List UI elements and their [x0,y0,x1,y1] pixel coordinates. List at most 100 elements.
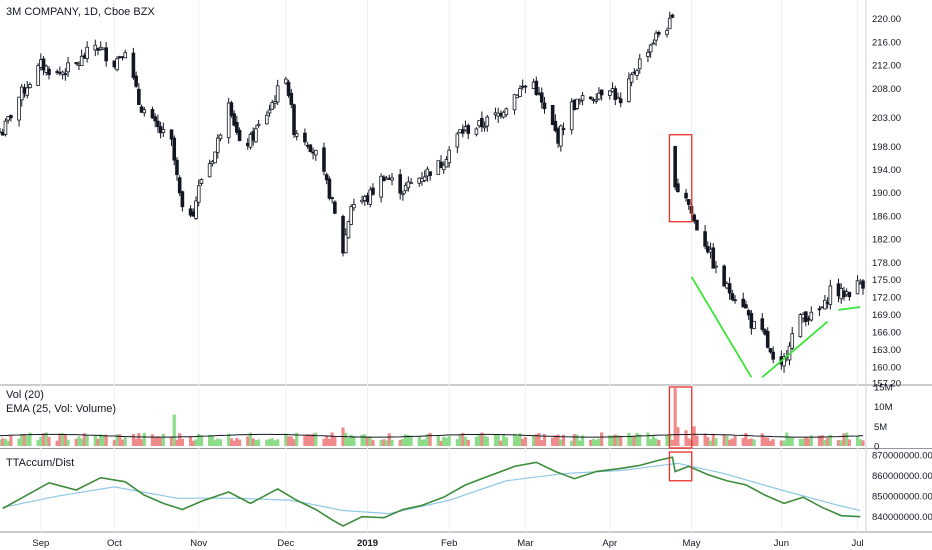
candle-body [594,99,599,102]
volume-bar [344,432,348,446]
candle-body [847,291,852,298]
candle-body [398,174,402,194]
candle-body [28,84,32,88]
volume-bar [96,438,100,446]
price-highlight-box [668,134,693,223]
volume-bar [782,440,786,446]
volume-bar [537,432,541,446]
candle-body [346,221,351,239]
volume-bar [809,435,813,446]
volume-bar [444,437,449,446]
volume-bar [191,440,195,446]
volume-bar [798,439,802,446]
price-tick-label: 182.00 [872,235,901,246]
candle-body [327,178,332,199]
volume-bar [169,436,174,446]
candle-body [798,314,803,338]
volume-bar [455,439,459,446]
price-tick-label: 178.00 [872,258,901,269]
candle-body [308,144,313,153]
volume-bar [654,438,658,446]
volume-bar [608,435,612,446]
candle-body [504,108,509,116]
volume-bar [632,436,636,446]
price-tick-label: 203.00 [872,113,901,124]
volume-bar [333,436,337,446]
candle-body [25,87,30,96]
candle-body [180,191,185,208]
volume-bar [25,436,29,446]
volume-bar [327,438,332,446]
volume-bar [199,435,204,446]
candle-body [542,102,547,110]
candle-body [749,313,754,329]
candle-body [115,58,119,71]
volume-bar [836,440,841,446]
candle-body [599,89,604,96]
volume-bar [118,434,122,446]
volume-bar [744,433,748,446]
candle-body [36,65,40,86]
volume-bar [806,438,811,446]
candle-body [137,88,141,106]
candle-body [47,68,51,76]
volume-bar [561,434,566,446]
volume-bar [409,436,413,446]
volume-bar [804,437,808,446]
candle-body [771,351,775,360]
volume-bar [741,438,745,446]
volume-bar [580,435,585,446]
candle-body [575,98,579,109]
volume-bar [420,439,424,446]
volume-bar [499,440,503,446]
volume-bar [99,434,103,446]
volume-bar [9,435,13,446]
volume-bar [534,434,538,446]
volume-bar [3,439,8,446]
price-tick-label: 208.00 [872,84,901,95]
candle-body [294,133,299,137]
volume-bar [820,435,824,446]
candle-body [861,280,865,289]
candle-body [809,311,814,321]
volume-bar [322,438,326,446]
volume-bar [142,432,146,446]
volume-bar [502,434,506,446]
candle-body [74,62,79,64]
x-tick-label: Dec [277,538,294,549]
candle-body [177,177,182,194]
candle-body [684,192,688,199]
volume-bar [314,432,318,446]
price-tick-label: 175.00 [872,275,901,286]
candle-body [131,52,136,78]
volume-bar [458,434,462,446]
volume-bar [197,433,201,446]
candle-body [480,117,484,128]
volume-bar [58,433,62,446]
candle-body [85,46,89,59]
candle-body [403,184,408,192]
volume-bar [41,433,46,446]
volume-bar [493,434,498,446]
candle-body [409,182,413,184]
volume-bar [77,436,81,446]
candle-body [613,88,618,100]
candle-body [229,102,234,116]
candle-body [665,30,669,35]
volume-bar [591,438,596,446]
volume-bar [708,440,713,446]
volume-bar [589,439,593,446]
candle-body [597,92,601,100]
volume-bar [752,439,756,446]
volume-bar [232,440,236,446]
candle-body [175,159,179,176]
volume-bar [330,432,334,446]
candle-body [41,58,46,71]
candle-body [667,17,672,30]
candle-body [324,174,329,181]
candle-body [256,123,261,126]
volume-bar [115,434,119,446]
volume-bar [159,437,163,446]
candle-body [648,44,653,53]
candle-body [286,81,291,96]
